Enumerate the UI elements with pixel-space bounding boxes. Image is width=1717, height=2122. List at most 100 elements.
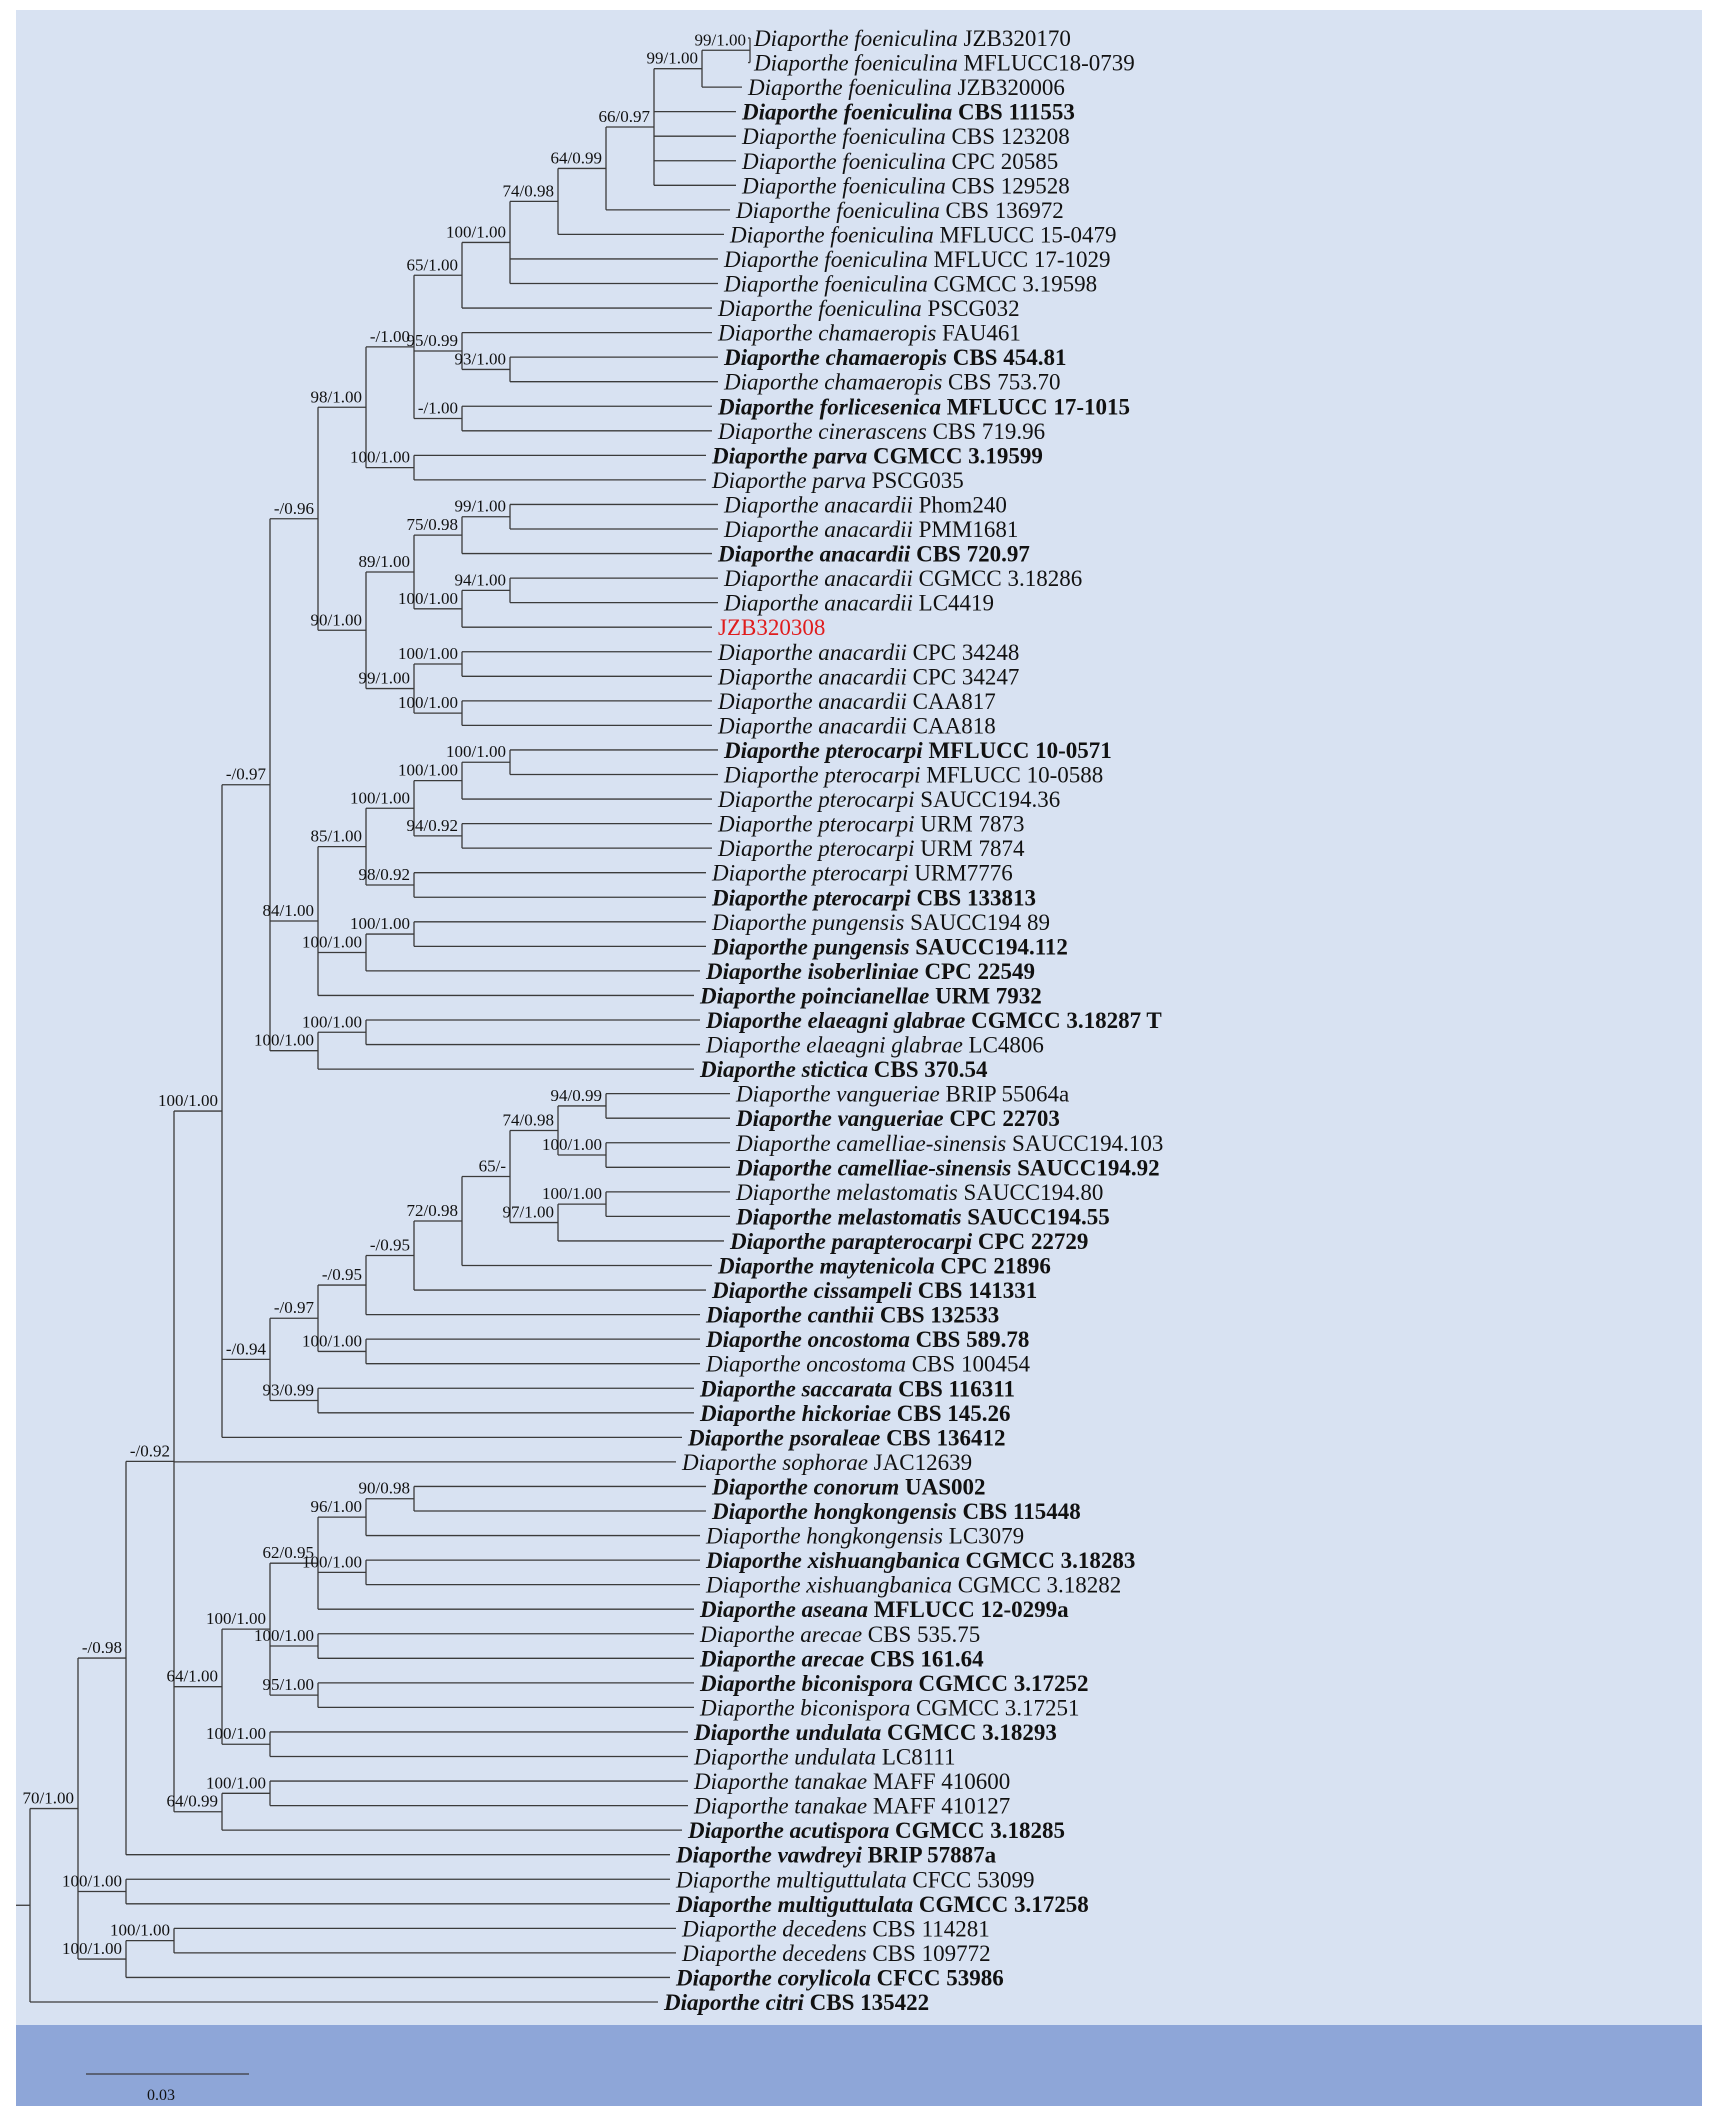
taxon-name: Diaporthe pterocarpi: [711, 885, 916, 910]
root-band: [16, 2025, 1702, 2106]
support-value: 64/1.00: [167, 1667, 218, 1686]
tip-label: Diaporthe anacardii CPC 34247: [717, 664, 1019, 689]
tip-label: Diaporthe vangueriae BRIP 55064a: [735, 1082, 1069, 1107]
strain-id: MAFF 410127: [873, 1794, 1010, 1819]
taxon-name: Diaporthe oncostoma: [705, 1352, 912, 1377]
tip-label: Diaporthe maytenicola CPC 21896: [717, 1254, 1051, 1279]
taxon-name: Diaporthe pterocarpi: [717, 836, 920, 861]
strain-id: Phom240: [919, 492, 1007, 517]
support-value: 100/1.00: [542, 1135, 602, 1154]
taxon-name: Diaporthe anacardii: [717, 689, 913, 714]
tip-label: Diaporthe hickoriae CBS 145.26: [699, 1401, 1011, 1426]
strain-id: CGMCC 3.19599: [873, 443, 1043, 468]
taxon-name: Diaporthe pterocarpi: [723, 738, 928, 763]
tip-label: Diaporthe undulata LC8111: [693, 1745, 956, 1770]
tip-label: Diaporthe foeniculina CBS 136972: [735, 198, 1064, 223]
support-value: 96/1.00: [311, 1497, 362, 1516]
strain-id: CPC 34248: [913, 640, 1020, 665]
support-value: 94/0.92: [407, 816, 458, 835]
taxon-name: Diaporthe undulata: [693, 1720, 887, 1745]
taxon-name: Diaporthe foeniculina: [717, 296, 928, 321]
taxon-name: Diaporthe pterocarpi: [717, 812, 920, 837]
taxon-name: Diaporthe anacardii: [717, 664, 913, 689]
strain-id: CBS 136972: [946, 198, 1064, 223]
strain-id: MFLUCC 10-0588: [926, 763, 1103, 788]
taxon-name: Diaporthe multiguttulata: [675, 1892, 919, 1917]
tip-label: JZB320308: [718, 615, 825, 640]
strain-id: CPC 22729: [978, 1229, 1089, 1254]
strain-id: JZB320308: [718, 615, 825, 640]
strain-id: JAC12639: [874, 1450, 972, 1475]
strain-id: CGMCC 3.18285: [895, 1818, 1065, 1843]
tip-label: Diaporthe saccarata CBS 116311: [699, 1376, 1015, 1401]
strain-id: MFLUCC 12-0299a: [874, 1597, 1069, 1622]
support-value: 66/0.97: [599, 107, 651, 126]
taxon-name: Diaporthe foeniculina: [741, 149, 952, 174]
support-value: 99/1.00: [647, 49, 698, 68]
strain-id: BRIP 57887a: [868, 1843, 997, 1868]
taxon-name: Diaporthe parva: [711, 443, 873, 468]
strain-id: CBS 115448: [963, 1499, 1081, 1524]
tip-label: Diaporthe foeniculina PSCG032: [717, 296, 1020, 321]
tip-label: Diaporthe acutispora CGMCC 3.18285: [687, 1818, 1065, 1843]
taxon-name: Diaporthe pungensis: [711, 910, 910, 935]
strain-id: LC4806: [969, 1033, 1044, 1058]
support-value: -/0.97: [274, 1298, 315, 1317]
tip-label: Diaporthe foeniculina CBS 123208: [741, 124, 1070, 149]
taxon-name: Diaporthe foeniculina: [741, 124, 952, 149]
strain-id: PMM1681: [919, 517, 1019, 542]
tip-label: Diaporthe citri CBS 135422: [663, 1990, 929, 2015]
taxon-name: Diaporthe foeniculina: [741, 100, 958, 125]
support-value: -/0.96: [274, 499, 314, 518]
strain-id: CBS 454.81: [953, 345, 1067, 370]
strain-id: MAFF 410600: [873, 1769, 1010, 1794]
taxon-name: Diaporthe cissampeli: [711, 1278, 918, 1303]
tip-label: Diaporthe stictica CBS 370.54: [699, 1057, 988, 1082]
taxon-name: Diaporthe parapterocarpi: [729, 1229, 978, 1254]
tip-label: Diaporthe foeniculina CBS 111553: [741, 100, 1075, 125]
tip-label: Diaporthe corylicola CFCC 53986: [675, 1965, 1004, 1990]
strain-id: PSCG032: [928, 296, 1020, 321]
strain-id: SAUCC194.80: [963, 1180, 1103, 1205]
taxon-name: Diaporthe forlicesenica: [717, 394, 947, 419]
strain-id: CBS 161.64: [870, 1646, 984, 1671]
taxon-name: Diaporthe corylicola: [675, 1965, 877, 1990]
taxon-name: Diaporthe parva: [711, 468, 872, 493]
strain-id: URM 7873: [920, 812, 1024, 837]
support-value: 100/1.00: [254, 1626, 314, 1645]
strain-id: CBS 145.26: [897, 1401, 1011, 1426]
support-value: 100/1.00: [206, 1609, 266, 1628]
tip-label: Diaporthe canthii CBS 132533: [705, 1303, 999, 1328]
support-value: 100/1.00: [302, 1331, 362, 1350]
support-value: 85/1.00: [311, 827, 362, 846]
support-value: -/0.98: [82, 1638, 122, 1657]
strain-id: CGMCC 3.18282: [958, 1573, 1122, 1598]
tip-label: Diaporthe pterocarpi MFLUCC 10-0571: [723, 738, 1112, 763]
tip-label: Diaporthe pungensis SAUCC194 89: [711, 910, 1050, 935]
taxon-name: Diaporthe anacardii: [717, 713, 913, 738]
taxon-name: Diaporthe foeniculina: [723, 247, 934, 272]
tip-label: Diaporthe hongkongensis CBS 115448: [711, 1499, 1081, 1524]
taxon-name: Diaporthe maytenicola: [717, 1254, 940, 1279]
strain-id: CBS 135422: [810, 1990, 930, 2015]
phylogenetic-tree: Diaporthe foeniculina JZB320170Diaporthe…: [16, 10, 1702, 2106]
support-value: 100/1.00: [350, 914, 410, 933]
tree-edges: [16, 37, 751, 2003]
taxon-name: Diaporthe xishuangbanica: [705, 1573, 958, 1598]
tip-label: Diaporthe cissampeli CBS 141331: [711, 1278, 1037, 1303]
support-value: 95/1.00: [263, 1675, 314, 1694]
scale-bar: 0.03: [86, 2073, 249, 2104]
tip-label: Diaporthe forlicesenica MFLUCC 17-1015: [717, 394, 1130, 419]
taxon-name: Diaporthe vangueriae: [735, 1106, 949, 1131]
tip-label: Diaporthe arecae CBS 161.64: [699, 1646, 984, 1671]
support-value: 90/1.00: [311, 610, 362, 629]
support-value: 100/1.00: [446, 742, 506, 761]
taxon-name: Diaporthe canthii: [705, 1303, 880, 1328]
strain-id: CAA818: [913, 713, 996, 738]
strain-id: CGMCC 3.17258: [919, 1892, 1089, 1917]
strain-id: CBS 116311: [898, 1376, 1015, 1401]
taxon-name: Diaporthe hongkongensis: [705, 1524, 949, 1549]
tip-label: Diaporthe xishuangbanica CGMCC 3.18283: [705, 1548, 1135, 1573]
strain-id: CGMCC 3.19598: [934, 272, 1098, 297]
tip-label: Diaporthe anacardii PMM1681: [723, 517, 1018, 542]
